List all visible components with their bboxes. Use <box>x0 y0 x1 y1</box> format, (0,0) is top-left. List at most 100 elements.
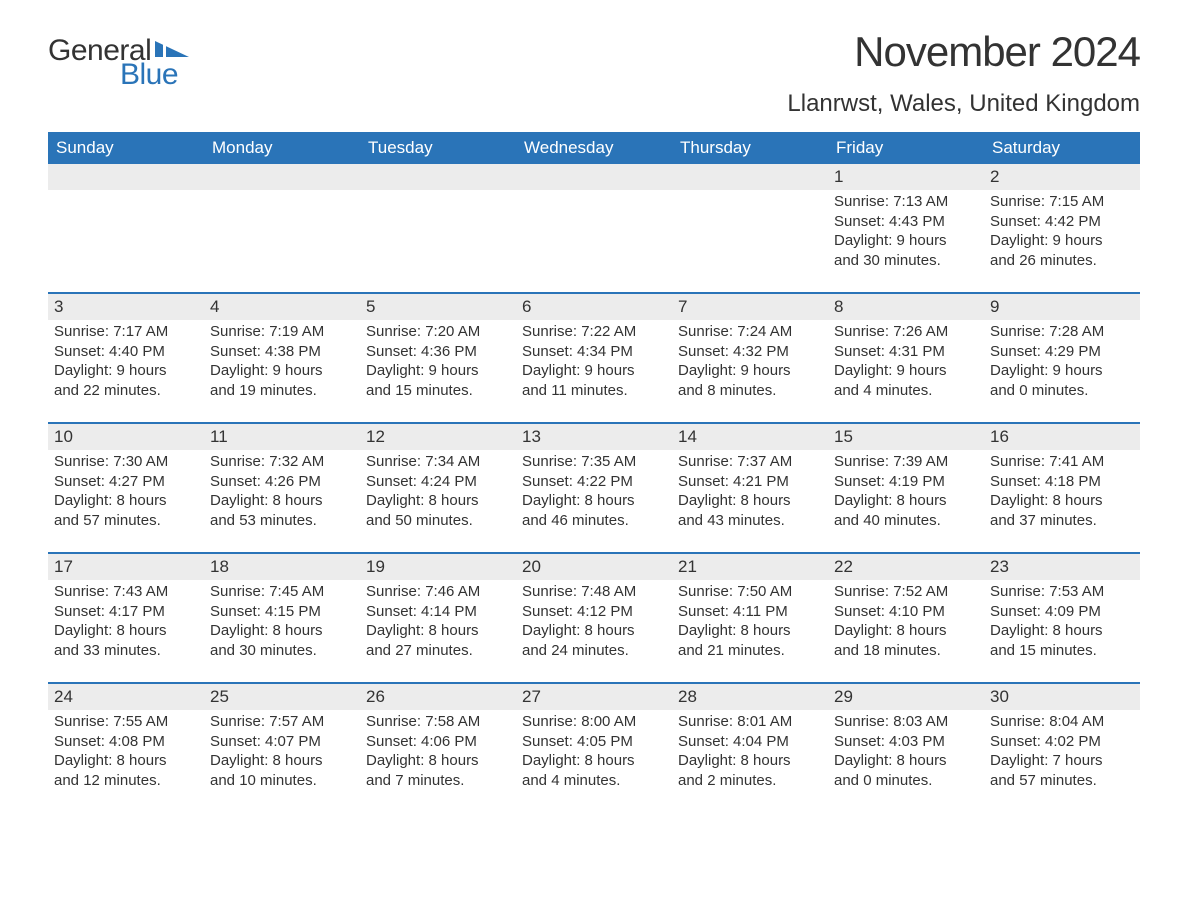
day-ss: Sunset: 4:36 PM <box>366 342 510 362</box>
day-cell: 7Sunrise: 7:24 AMSunset: 4:32 PMDaylight… <box>672 294 828 422</box>
day-number: 26 <box>360 684 516 710</box>
day-ss: Sunset: 4:26 PM <box>210 472 354 492</box>
day-body: Sunrise: 7:32 AMSunset: 4:26 PMDaylight:… <box>204 450 360 534</box>
day-cell: 23Sunrise: 7:53 AMSunset: 4:09 PMDayligh… <box>984 554 1140 682</box>
day-dl1: Daylight: 8 hours <box>522 621 666 641</box>
day-cell: 2Sunrise: 7:15 AMSunset: 4:42 PMDaylight… <box>984 164 1140 292</box>
day-dl2: and 8 minutes. <box>678 381 822 401</box>
day-dl2: and 40 minutes. <box>834 511 978 531</box>
day-number: 20 <box>516 554 672 580</box>
day-body: Sunrise: 7:22 AMSunset: 4:34 PMDaylight:… <box>516 320 672 404</box>
day-dl1: Daylight: 8 hours <box>678 621 822 641</box>
day-ss: Sunset: 4:18 PM <box>990 472 1134 492</box>
day-ss: Sunset: 4:24 PM <box>366 472 510 492</box>
day-ss: Sunset: 4:08 PM <box>54 732 198 752</box>
day-number: 9 <box>984 294 1140 320</box>
day-sr: Sunrise: 7:13 AM <box>834 192 978 212</box>
day-sr: Sunrise: 7:15 AM <box>990 192 1134 212</box>
day-cell: 24Sunrise: 7:55 AMSunset: 4:08 PMDayligh… <box>48 684 204 812</box>
day-sr: Sunrise: 8:04 AM <box>990 712 1134 732</box>
day-body: Sunrise: 7:28 AMSunset: 4:29 PMDaylight:… <box>984 320 1140 404</box>
day-cell: 17Sunrise: 7:43 AMSunset: 4:17 PMDayligh… <box>48 554 204 682</box>
day-number: 8 <box>828 294 984 320</box>
day-dl1: Daylight: 9 hours <box>210 361 354 381</box>
day-sr: Sunrise: 7:41 AM <box>990 452 1134 472</box>
day-number <box>204 164 360 190</box>
day-dl2: and 4 minutes. <box>834 381 978 401</box>
day-number: 14 <box>672 424 828 450</box>
day-dl2: and 4 minutes. <box>522 771 666 791</box>
day-cell: 25Sunrise: 7:57 AMSunset: 4:07 PMDayligh… <box>204 684 360 812</box>
day-sr: Sunrise: 7:45 AM <box>210 582 354 602</box>
location: Llanrwst, Wales, United Kingdom <box>787 90 1140 118</box>
day-dl2: and 0 minutes. <box>834 771 978 791</box>
week-row: 24Sunrise: 7:55 AMSunset: 4:08 PMDayligh… <box>48 682 1140 812</box>
day-ss: Sunset: 4:11 PM <box>678 602 822 622</box>
day-body: Sunrise: 7:35 AMSunset: 4:22 PMDaylight:… <box>516 450 672 534</box>
day-body: Sunrise: 7:13 AMSunset: 4:43 PMDaylight:… <box>828 190 984 274</box>
day-dl2: and 33 minutes. <box>54 641 198 661</box>
day-dl1: Daylight: 8 hours <box>834 751 978 771</box>
day-dl2: and 43 minutes. <box>678 511 822 531</box>
day-dl1: Daylight: 9 hours <box>522 361 666 381</box>
day-sr: Sunrise: 7:48 AM <box>522 582 666 602</box>
day-number <box>48 164 204 190</box>
day-sr: Sunrise: 7:19 AM <box>210 322 354 342</box>
day-ss: Sunset: 4:27 PM <box>54 472 198 492</box>
day-dl2: and 37 minutes. <box>990 511 1134 531</box>
day-cell <box>672 164 828 292</box>
title-block: November 2024 Llanrwst, Wales, United Ki… <box>787 28 1140 118</box>
day-sr: Sunrise: 7:37 AM <box>678 452 822 472</box>
day-cell: 1Sunrise: 7:13 AMSunset: 4:43 PMDaylight… <box>828 164 984 292</box>
day-ss: Sunset: 4:29 PM <box>990 342 1134 362</box>
day-sr: Sunrise: 7:30 AM <box>54 452 198 472</box>
day-dl1: Daylight: 8 hours <box>210 491 354 511</box>
day-sr: Sunrise: 7:52 AM <box>834 582 978 602</box>
day-body: Sunrise: 7:37 AMSunset: 4:21 PMDaylight:… <box>672 450 828 534</box>
day-dl2: and 0 minutes. <box>990 381 1134 401</box>
day-number: 28 <box>672 684 828 710</box>
day-dl1: Daylight: 8 hours <box>210 621 354 641</box>
day-cell <box>360 164 516 292</box>
day-number: 30 <box>984 684 1140 710</box>
day-body: Sunrise: 7:50 AMSunset: 4:11 PMDaylight:… <box>672 580 828 664</box>
day-sr: Sunrise: 7:57 AM <box>210 712 354 732</box>
day-sr: Sunrise: 7:26 AM <box>834 322 978 342</box>
day-cell: 26Sunrise: 7:58 AMSunset: 4:06 PMDayligh… <box>360 684 516 812</box>
day-dl2: and 30 minutes. <box>210 641 354 661</box>
day-dl2: and 11 minutes. <box>522 381 666 401</box>
day-dl1: Daylight: 9 hours <box>834 231 978 251</box>
day-dl1: Daylight: 8 hours <box>990 621 1134 641</box>
day-dl2: and 57 minutes. <box>54 511 198 531</box>
day-cell: 5Sunrise: 7:20 AMSunset: 4:36 PMDaylight… <box>360 294 516 422</box>
day-body <box>204 190 360 196</box>
day-cell: 20Sunrise: 7:48 AMSunset: 4:12 PMDayligh… <box>516 554 672 682</box>
day-cell: 14Sunrise: 7:37 AMSunset: 4:21 PMDayligh… <box>672 424 828 552</box>
day-cell: 18Sunrise: 7:45 AMSunset: 4:15 PMDayligh… <box>204 554 360 682</box>
day-number: 1 <box>828 164 984 190</box>
day-sr: Sunrise: 8:01 AM <box>678 712 822 732</box>
day-number <box>360 164 516 190</box>
day-dl2: and 18 minutes. <box>834 641 978 661</box>
day-cell: 13Sunrise: 7:35 AMSunset: 4:22 PMDayligh… <box>516 424 672 552</box>
day-sr: Sunrise: 8:03 AM <box>834 712 978 732</box>
day-body: Sunrise: 7:19 AMSunset: 4:38 PMDaylight:… <box>204 320 360 404</box>
day-dl1: Daylight: 9 hours <box>990 361 1134 381</box>
day-number: 16 <box>984 424 1140 450</box>
day-number: 27 <box>516 684 672 710</box>
week-row: 1Sunrise: 7:13 AMSunset: 4:43 PMDaylight… <box>48 164 1140 292</box>
day-dl2: and 30 minutes. <box>834 251 978 271</box>
day-ss: Sunset: 4:31 PM <box>834 342 978 362</box>
day-dl1: Daylight: 8 hours <box>990 491 1134 511</box>
day-dl2: and 19 minutes. <box>210 381 354 401</box>
day-dl1: Daylight: 8 hours <box>54 621 198 641</box>
day-dl1: Daylight: 7 hours <box>990 751 1134 771</box>
day-number: 29 <box>828 684 984 710</box>
day-sr: Sunrise: 7:24 AM <box>678 322 822 342</box>
day-cell: 30Sunrise: 8:04 AMSunset: 4:02 PMDayligh… <box>984 684 1140 812</box>
day-number: 6 <box>516 294 672 320</box>
day-ss: Sunset: 4:34 PM <box>522 342 666 362</box>
day-cell: 27Sunrise: 8:00 AMSunset: 4:05 PMDayligh… <box>516 684 672 812</box>
day-dl2: and 27 minutes. <box>366 641 510 661</box>
day-body: Sunrise: 7:41 AMSunset: 4:18 PMDaylight:… <box>984 450 1140 534</box>
